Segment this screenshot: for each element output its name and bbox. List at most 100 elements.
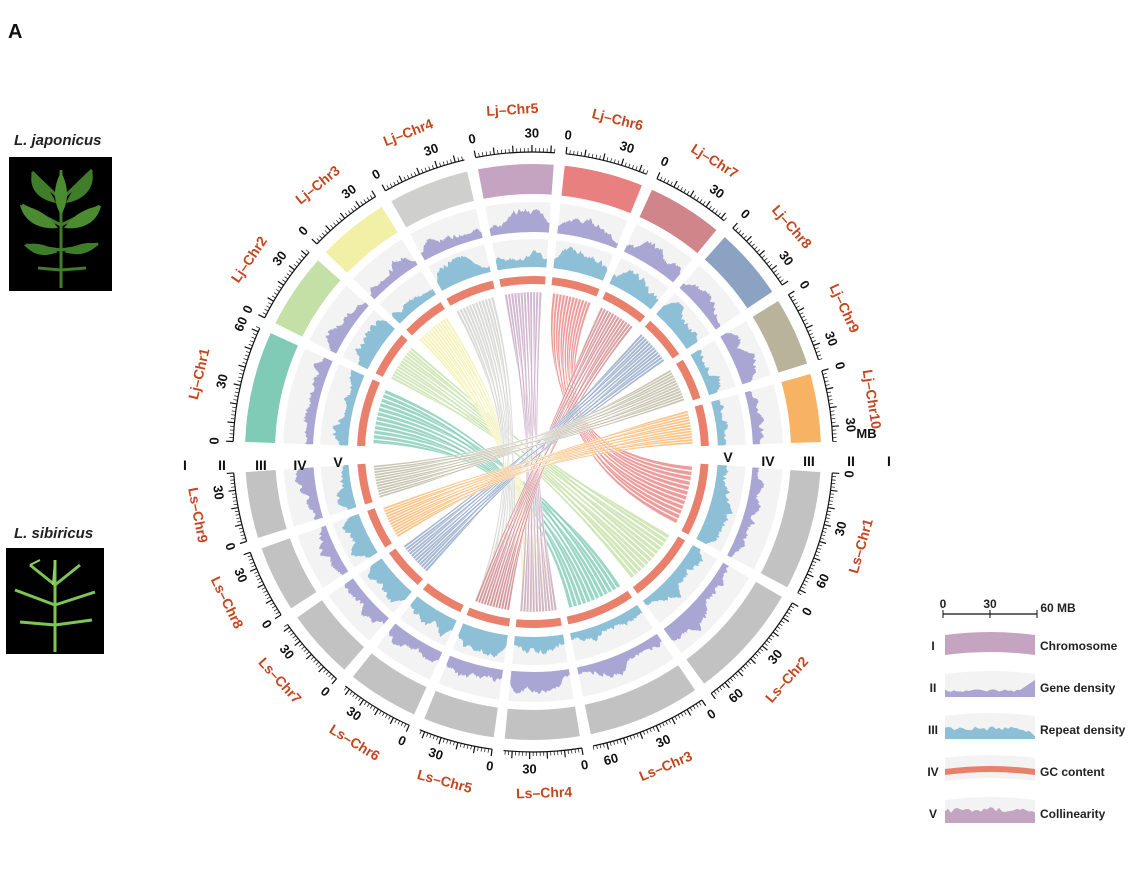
gene-density-area: [318, 525, 349, 576]
tick-label: 0: [222, 541, 238, 552]
axis-tick: [768, 263, 773, 267]
axis-tick: [761, 645, 768, 651]
chromosome-label: Ls–Chr7: [255, 654, 305, 706]
axis-tick: [802, 583, 807, 586]
tick-label: 0: [564, 127, 573, 143]
gene-density-area: [557, 217, 619, 249]
gene-density-area: [388, 623, 443, 663]
chromosome-label: Ls–Chr3: [637, 747, 695, 784]
axis-tick: [773, 270, 777, 273]
collinearity-link: [391, 435, 693, 531]
track-label-iii-left: III: [255, 457, 267, 473]
chromosome-axis: [797, 472, 833, 594]
axis-tick: [732, 675, 736, 679]
tick-label: 0: [369, 166, 383, 183]
axis-tick: [316, 238, 320, 242]
axis-tick: [268, 302, 272, 305]
tick-label: 0: [295, 223, 311, 239]
axis-tick: [278, 285, 282, 289]
axis-tick: [264, 593, 269, 597]
axis-tick: [742, 665, 747, 670]
axis-tick: [822, 531, 827, 533]
axis-tick: [811, 340, 816, 343]
axis-tick: [360, 201, 364, 206]
axis-tick: [355, 200, 361, 208]
axis-tick: [229, 402, 237, 405]
axis-tick: [338, 217, 343, 222]
tick-label: 30: [765, 646, 786, 667]
axis-tick: [670, 181, 673, 186]
legend-label: Chromosome: [1040, 639, 1118, 653]
track-label-iii-right: III: [803, 453, 815, 469]
gene-density-area: [623, 241, 682, 283]
axis-tick: [642, 168, 645, 173]
tick-label: 30: [422, 140, 441, 159]
axis-tick: [639, 732, 644, 740]
axis-tick: [623, 737, 627, 745]
axis-tick: [802, 319, 807, 322]
axis-tick: [701, 699, 707, 707]
axis-tick: [779, 279, 784, 283]
gc-content-band: [681, 463, 709, 535]
axis-tick: [699, 199, 703, 203]
axis-tick: [284, 624, 288, 627]
tick-label: 60: [813, 571, 833, 590]
gc-content-band: [422, 583, 464, 613]
axis-tick: [270, 602, 274, 606]
chromosome-band: [639, 189, 717, 254]
tick-label: 0: [738, 206, 753, 222]
axis-tick: [436, 736, 439, 741]
axis-tick: [264, 308, 269, 312]
axis-tick: [283, 626, 290, 632]
axis-tick: [660, 176, 663, 181]
axis-tick: [788, 608, 793, 612]
axis-tick: [344, 688, 350, 696]
collinearity-links: [373, 291, 694, 613]
axis-tick: [455, 742, 459, 750]
axis-tick: [372, 707, 376, 711]
axis-tick: [321, 232, 326, 237]
axis-tick: [829, 406, 837, 409]
collinearity-link: [388, 427, 692, 523]
axis-tick: [381, 184, 387, 192]
axis-tick: [263, 590, 268, 593]
gene-density-area: [720, 332, 757, 385]
axis-tick: [680, 712, 684, 717]
chromosome-label: Lj–Chr8: [769, 202, 815, 252]
tick-label: 30: [269, 248, 290, 269]
axis-tick: [668, 719, 671, 724]
axis-tick: [831, 425, 839, 428]
axis-tick: [286, 273, 291, 277]
chromosome-lj-chr5: 0 30 Lj–Chr5: [467, 100, 556, 288]
repeat-density-area: [436, 255, 491, 291]
axis-tick: [826, 514, 831, 516]
tick-label: 60: [725, 685, 746, 706]
axis-tick: [234, 391, 239, 394]
chromosome-ls-chr4: 0 30 Ls–Chr4: [503, 617, 589, 801]
axis-tick: [233, 503, 238, 506]
axis-tick: [388, 715, 391, 720]
axis-tick: [693, 194, 696, 199]
axis-tick: [708, 205, 712, 210]
axis-tick: [780, 620, 785, 624]
axis-tick: [788, 290, 795, 296]
axis-tick: [450, 159, 452, 164]
axis-tick: [735, 227, 739, 231]
chromosome-label: Lj–Chr1: [185, 346, 213, 401]
axis-tick: [727, 680, 731, 684]
chromosome-lj-chr1: 0 30 60 Lj–Chr1: [185, 314, 380, 447]
axis-tick: [267, 297, 274, 302]
collinearity-link: [378, 387, 681, 496]
axis-tick: [778, 623, 783, 627]
axis-tick: [806, 573, 814, 578]
axis-tick: [686, 709, 692, 716]
axis-tick: [714, 210, 718, 214]
gene-density-track-bg: [352, 239, 418, 300]
axis-tick: [452, 155, 456, 163]
axis-tick: [419, 730, 422, 735]
tick-label: 30: [831, 520, 849, 538]
chromosome-ls-chr1: 0 30 60 Ls–Chr1: [681, 463, 876, 596]
collinearity-link: [526, 291, 555, 612]
axis-tick: [823, 376, 828, 379]
